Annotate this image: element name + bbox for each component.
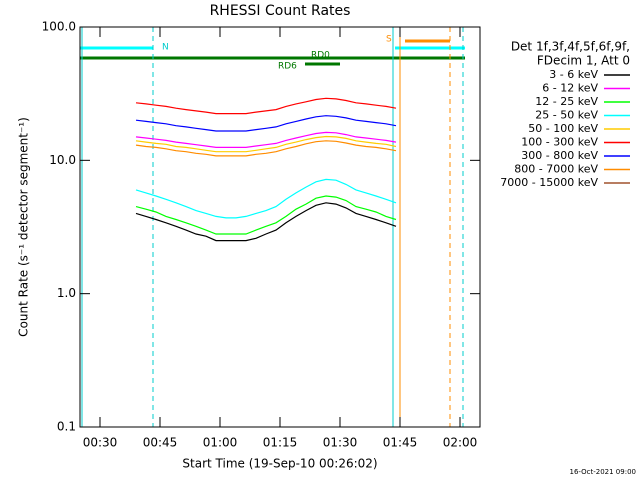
- x-tick-label: 01:45: [383, 436, 418, 450]
- series-line: [135, 131, 397, 148]
- y-tick-label: 10.0: [49, 153, 76, 167]
- x-tick-label: 00:45: [143, 436, 178, 450]
- y-tick-label: 1.0: [57, 286, 76, 300]
- legend-header: Det 1f,3f,4f,5f,6f,9f,: [511, 40, 630, 54]
- x-tick-label: 01:30: [323, 436, 358, 450]
- series-line: [135, 115, 397, 132]
- series-line: [135, 140, 397, 157]
- series-line: [135, 178, 397, 219]
- legend-label: 50 - 100 keV: [528, 122, 598, 135]
- legend-header: FDecim 1, Att 0: [537, 54, 630, 68]
- y-tick-label: 0.1: [57, 420, 76, 434]
- legend-label: 12 - 25 keV: [535, 95, 598, 108]
- series-line: [135, 135, 397, 153]
- x-axis-label: Start Time (19-Sep-10 00:26:02): [182, 457, 377, 471]
- x-tick-label: 02:00: [443, 436, 478, 450]
- legend-label: 3 - 6 keV: [549, 68, 598, 81]
- legend-label: 25 - 50 keV: [535, 109, 598, 122]
- legend-label: 300 - 800 keV: [521, 149, 598, 162]
- y-axis-label: Count Rate (s⁻¹ detector segment⁻¹): [17, 117, 31, 337]
- series-line: [135, 202, 397, 242]
- x-tick-label: 01:00: [203, 436, 238, 450]
- series-line: [135, 195, 397, 235]
- annotation: N: [162, 43, 169, 53]
- x-tick-label: 01:15: [263, 436, 298, 450]
- legend-label: 100 - 300 keV: [521, 136, 598, 149]
- legend-label: 800 - 7000 keV: [514, 163, 598, 176]
- annotation: S: [386, 35, 392, 45]
- annotation: RD0: [311, 51, 330, 61]
- chart-title: RHESSI Count Rates: [210, 3, 351, 19]
- x-tick-label: 00:30: [83, 436, 118, 450]
- legend-label: 7000 - 15000 keV: [500, 176, 598, 189]
- legend-label: 6 - 12 keV: [542, 82, 598, 95]
- footer: 16-Oct-2021 09:00: [570, 468, 636, 476]
- annotation-lines: [80, 27, 465, 427]
- series-line: [135, 97, 397, 115]
- annotation: RD6: [278, 62, 297, 72]
- y-tick-label: 100.0: [42, 20, 76, 34]
